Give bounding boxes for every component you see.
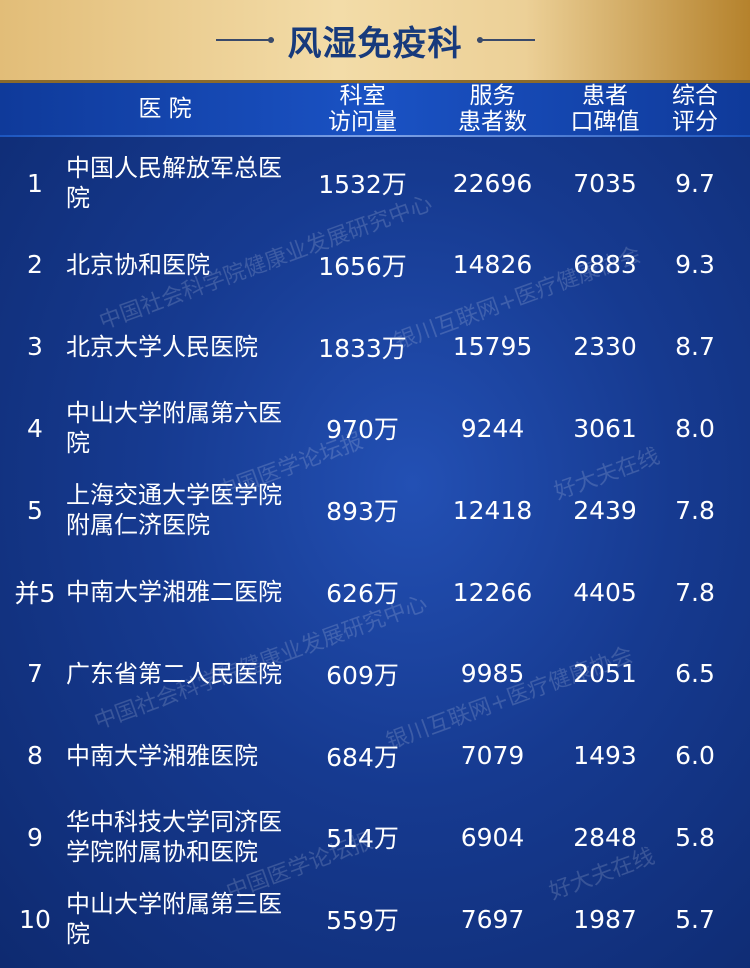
patients-cell: 12418 [452,495,533,525]
visits-cell: 609万 [326,660,399,690]
title-decoration-left [215,37,274,43]
score-cell: 7.8 [675,495,715,525]
score-cell: 6.5 [675,659,715,689]
title-band: 风湿免疫科 [0,0,750,83]
visits-cell: 626万 [326,579,399,608]
header-visits: 科室 访问量 [315,83,410,135]
rank-cell: 并5 [14,579,56,608]
table-header: 医 院 科室 访问量 服务 患者数 患者 口碑值 综合 评分 [0,83,750,135]
visits-cell: 1532万 [318,170,407,199]
patients-cell: 15795 [452,332,533,362]
reputation-cell: 1987 [573,904,637,934]
header-visits-line1: 科室 [339,83,386,109]
visits-cell: 893万 [326,497,399,527]
score-cell: 7.8 [675,577,715,607]
hospital-name: 北京大学人民医院 [66,332,258,361]
score-cell: 5.8 [675,822,715,852]
reputation-cell: 2051 [573,659,637,689]
visits-cell: 970万 [326,415,399,445]
score-cell: 8.7 [675,332,715,362]
reputation-cell: 7035 [573,168,637,198]
table-row: 5 上海交通大学医学院附属仁济医院 893万 12418 2439 7.8 [0,469,750,551]
table-row: 3 北京大学人民医院 1833万 15795 2330 8.7 [0,306,750,388]
header-reputation: 患者 口碑值 [560,83,650,135]
rank-cell: 2 [27,250,43,280]
hospital-name: 中国人民解放军总医院 [66,154,282,212]
score-cell: 5.7 [675,904,715,934]
visits-cell: 514万 [326,824,399,854]
header-patients-line2: 患者数 [458,109,527,135]
patients-cell: 9985 [460,659,525,689]
hospital-name: 北京协和医院 [66,250,210,279]
header-visits-line2: 访问量 [328,109,397,135]
title-decoration-right [476,37,535,43]
visits-cell: 559万 [326,906,399,936]
header-hospital: 医 院 [138,96,192,122]
table-row: 10 中山大学附属第三医院 559万 7697 1987 5.7 [0,878,750,960]
table-row: 9 华中科技大学同济医学院附属协和医院 514万 6904 2848 5.8 [0,796,750,878]
header-patients: 服务 患者数 [445,83,540,135]
hospital-name: 中山大学附属第六医院 [66,399,282,458]
hospital-name: 中山大学附属第三医院 [66,890,282,949]
table-row: 7 广东省第二人民医院 609万 9985 2051 6.5 [0,633,750,715]
patients-cell: 7079 [460,741,525,771]
table-row: 2 北京协和医院 1656万 14826 6883 9.3 [0,224,750,306]
patients-cell: 14826 [452,250,533,280]
table-row: 并5 中南大学湘雅二医院 626万 12266 4405 7.8 [0,551,750,633]
reputation-cell: 1493 [573,741,637,771]
reputation-cell: 6883 [573,250,637,280]
header-score-line2: 评分 [672,109,718,135]
patients-cell: 22696 [452,168,533,198]
table-row: 8 中南大学湘雅医院 684万 7079 1493 6.0 [0,715,750,797]
rank-cell: 8 [27,741,43,771]
rank-cell: 3 [27,332,43,362]
rank-cell: 5 [27,495,43,525]
rank-cell: 4 [27,413,43,443]
header-patients-line1: 服务 [469,83,516,109]
table-row: 4 中山大学附属第六医院 970万 9244 3061 8.0 [0,387,750,469]
rank-cell: 7 [27,659,43,689]
rank-cell: 1 [27,168,43,198]
header-reputation-line2: 口碑值 [570,109,640,135]
hospital-name: 中南大学湘雅二医院 [66,578,282,606]
reputation-cell: 4405 [573,577,637,607]
reputation-cell: 2439 [573,495,637,525]
score-cell: 9.7 [675,168,715,198]
visits-cell: 684万 [326,742,399,772]
page-title: 风湿免疫科 [287,23,463,64]
score-cell: 8.0 [675,413,715,443]
reputation-cell: 2330 [573,332,637,362]
hospital-name: 中南大学湘雅医院 [66,741,258,770]
patients-cell: 9244 [460,413,525,443]
reputation-cell: 2848 [573,822,637,852]
header-score-line1: 综合 [672,83,718,109]
visits-cell: 1656万 [318,251,407,281]
rank-cell: 10 [19,904,51,934]
score-cell: 9.3 [675,250,715,280]
score-cell: 6.0 [675,741,715,771]
header-score: 综合 评分 [655,83,735,135]
hospital-name: 上海交通大学医学院附属仁济医院 [66,481,282,540]
patients-cell: 12266 [452,577,533,607]
rank-cell: 9 [27,822,43,852]
header-divider [0,135,750,137]
patients-cell: 6904 [460,822,525,852]
visits-cell: 1833万 [318,333,407,363]
header-reputation-line1: 患者 [582,83,628,109]
hospital-name: 广东省第二人民医院 [66,659,282,688]
patients-cell: 7697 [460,904,525,934]
table-row: 1 中国人民解放军总医院 1532万 22696 7035 9.7 [0,142,750,224]
reputation-cell: 3061 [573,413,637,443]
hospital-name: 华中科技大学同济医学院附属协和医院 [66,808,282,867]
